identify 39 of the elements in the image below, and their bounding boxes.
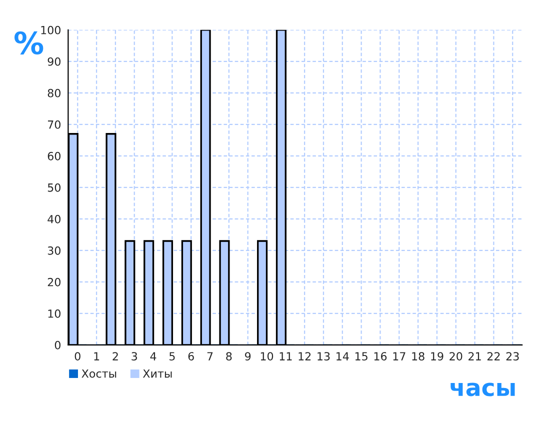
y-tick-label: 40 (48, 214, 60, 224)
x-tick-label: 8 (226, 352, 232, 361)
legend-label: Хосты (82, 369, 116, 378)
y-tick-label: 80 (48, 88, 60, 98)
y-tick-label: 50 (48, 183, 60, 192)
y-tick-label: 90 (48, 57, 60, 66)
x-tick-label: 14 (336, 352, 349, 360)
x-tick-label: 3 (132, 352, 138, 361)
x-tick-label: 12 (298, 352, 311, 360)
x-tick-label: 6 (188, 352, 194, 361)
x-tick-label: 18 (412, 352, 424, 361)
y-axis-title: % (14, 31, 44, 54)
x-tick-label: 10 (260, 352, 274, 361)
x-tick-label: 19 (431, 352, 444, 361)
x-tick-label: 20 (450, 352, 462, 361)
x-tick-label: 4 (150, 352, 156, 360)
x-tick-label: 13 (318, 352, 330, 361)
x-tick-label: 17 (393, 352, 406, 360)
x-axis-title: часы (450, 382, 515, 396)
x-tick-label: 16 (374, 352, 387, 361)
y-tick-label: 60 (48, 152, 60, 160)
y-tick-label: 10 (48, 309, 60, 318)
x-tick-label: 21 (468, 352, 481, 360)
y-tick-label: 30 (48, 246, 60, 255)
x-tick-label: 23 (506, 352, 519, 361)
legend-label: Хиты (142, 369, 172, 378)
x-tick-label: 2 (112, 352, 118, 360)
x-tick-label: 9 (245, 352, 251, 361)
x-tick-label: 1 (94, 352, 100, 360)
y-tick-label: 70 (48, 120, 60, 129)
y-tick-label: 0 (54, 340, 60, 350)
x-tick-label: 0 (74, 352, 80, 361)
x-tick-label: 11 (280, 352, 292, 360)
y-tick-label: 100 (41, 26, 60, 34)
y-tick-label: 20 (48, 278, 60, 286)
x-tick-label: 22 (487, 352, 500, 360)
x-tick-label: 7 (207, 352, 213, 360)
x-tick-label: 15 (355, 352, 368, 361)
x-tick-label: 5 (170, 352, 175, 361)
